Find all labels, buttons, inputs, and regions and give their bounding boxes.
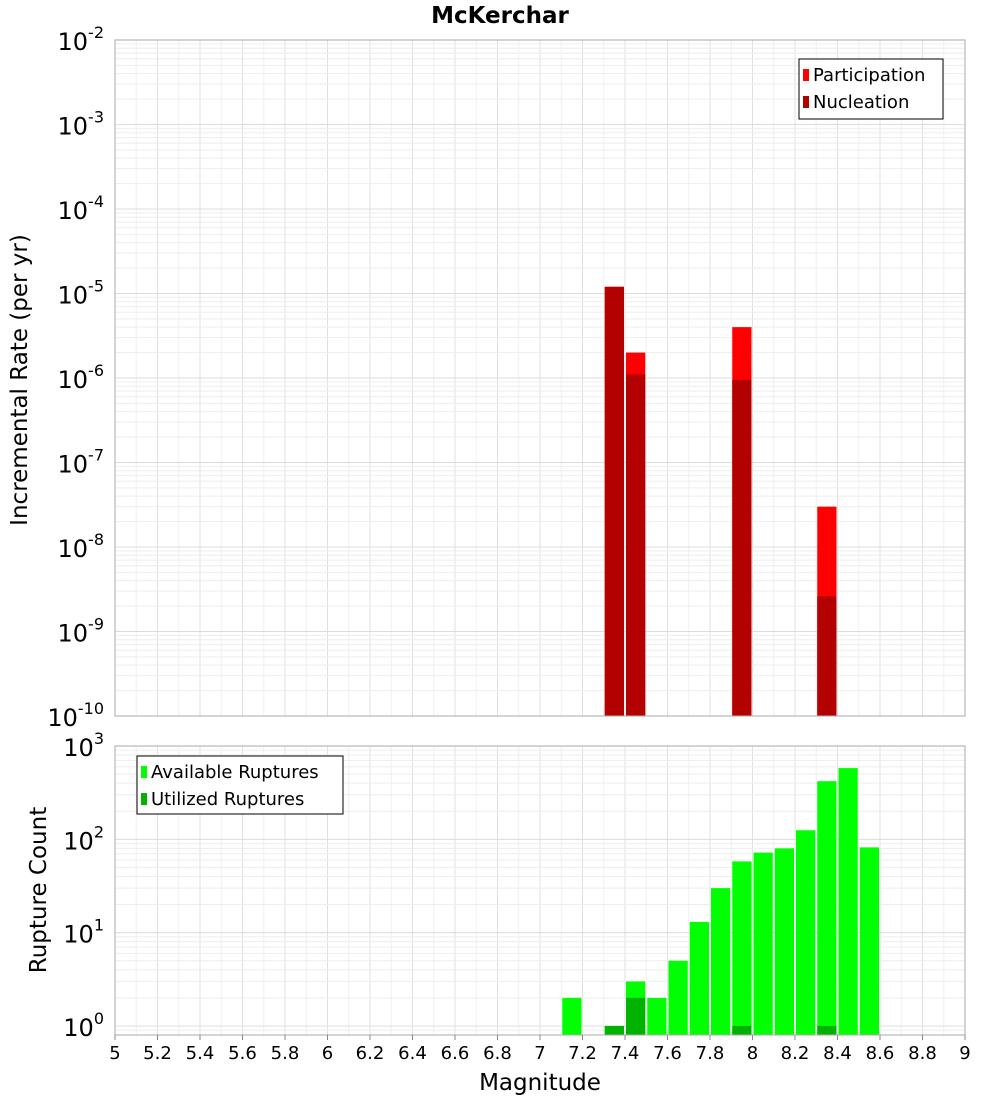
bar-nucleation: [604, 286, 624, 716]
x-tick-label: 8: [747, 1043, 758, 1064]
x-tick-label: 7.8: [696, 1043, 725, 1064]
bar-utilized-ruptures: [626, 997, 646, 1035]
bar-available-ruptures: [689, 922, 709, 1035]
x-tick-label: 5.4: [186, 1043, 215, 1064]
legend-box: [798, 58, 944, 120]
plot-border: [114, 39, 966, 717]
bar-available-ruptures: [668, 960, 688, 1035]
x-tick-label: 6.8: [483, 1043, 512, 1064]
y-tick-label: 100: [63, 1009, 104, 1042]
y-tick-label: 10-6: [58, 361, 105, 394]
x-tick-label: 6: [322, 1043, 333, 1064]
bar-available-ruptures: [753, 852, 773, 1035]
x-tick-label: 7: [534, 1043, 545, 1064]
bar-available-ruptures: [732, 861, 752, 1035]
y-tick-label: 10-8: [58, 530, 105, 563]
top-y-axis-title: Incremental Rate (per yr): [7, 234, 33, 526]
y-tick-label: 10-7: [58, 446, 105, 479]
chart-title: McKerchar: [431, 3, 569, 29]
y-tick-label: 10-10: [47, 699, 104, 732]
bar-available-ruptures: [647, 997, 667, 1035]
legend-label: Utilized Ruptures: [151, 789, 304, 810]
y-tick-label: 101: [63, 916, 104, 949]
x-tick-label: 5: [109, 1043, 120, 1064]
legend-swatch: [803, 69, 809, 81]
bar-nucleation: [732, 379, 752, 716]
y-tick-label: 10-5: [58, 277, 105, 310]
bar-available-ruptures: [562, 997, 582, 1035]
legend-box: [136, 755, 344, 815]
x-tick-label: 8.6: [866, 1043, 895, 1064]
legend-swatch: [141, 766, 147, 778]
x-tick-label: 5.8: [271, 1043, 300, 1064]
bar-utilized-ruptures: [604, 1025, 624, 1035]
bar-nucleation: [817, 596, 837, 716]
top-plot-area: 10-2 10-3 10-4 10-5 10-6 10-7 10-8 10-9 10-10 Par…: [47, 23, 966, 732]
x-tick-label: 5.2: [143, 1043, 172, 1064]
bar-available-ruptures: [817, 781, 837, 1035]
legend-swatch: [141, 793, 147, 805]
bar-available-ruptures: [859, 847, 879, 1035]
x-axis-title: Magnitude: [479, 1070, 601, 1096]
x-tick-label: 7.2: [568, 1043, 597, 1064]
x-tick-label: 7.4: [611, 1043, 640, 1064]
x-tick-label: 6.6: [441, 1043, 470, 1064]
y-tick-label: 102: [63, 822, 104, 855]
x-tick-label: 8.8: [908, 1043, 937, 1064]
x-tick-label: 9: [959, 1043, 970, 1064]
y-tick-label: 103: [63, 729, 104, 762]
y-tick-label: 10-3: [58, 108, 105, 141]
y-tick-label: 10-2: [58, 23, 105, 56]
bar-nucleation: [626, 374, 646, 716]
bar-available-ruptures: [774, 848, 794, 1035]
x-tick-label: 6.4: [398, 1043, 427, 1064]
legend-label: Participation: [813, 65, 925, 86]
x-tick-label: 6.2: [356, 1043, 385, 1064]
y-tick-label: 10-4: [58, 192, 105, 225]
legend-label: Nucleation: [813, 92, 909, 113]
bar-utilized-ruptures: [817, 1025, 837, 1035]
x-tick-label: 5.6: [228, 1043, 257, 1064]
x-tick-label: 8.2: [781, 1043, 810, 1064]
x-tick-label: 7.6: [653, 1043, 682, 1064]
legend-swatch: [803, 96, 809, 108]
legend-label: Available Ruptures: [151, 762, 319, 783]
bottom-y-axis-title: Rupture Count: [26, 807, 52, 973]
bar-available-ruptures: [796, 830, 816, 1035]
bar-available-ruptures: [838, 768, 858, 1035]
y-tick-label: 10-9: [58, 615, 105, 648]
bar-utilized-ruptures: [732, 1025, 752, 1035]
x-tick-label: 8.4: [823, 1043, 852, 1064]
bar-available-ruptures: [711, 888, 731, 1035]
